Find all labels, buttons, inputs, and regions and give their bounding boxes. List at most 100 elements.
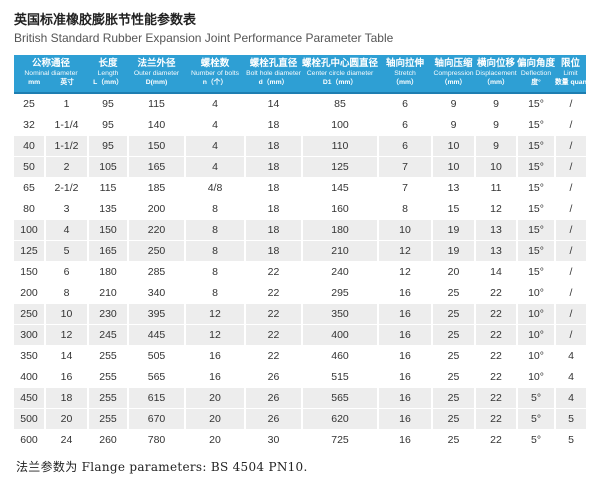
table-cell: 460 <box>302 345 380 367</box>
column-header-en: Deflection <box>520 70 552 78</box>
table-cell: 670 <box>128 408 187 430</box>
column-header-unit: （mm） <box>483 79 509 87</box>
table-cell: 245 <box>88 324 130 346</box>
table-cell: 18 <box>245 177 304 199</box>
table-cell: 5 <box>555 429 587 451</box>
table-cell: 26 <box>245 366 304 388</box>
table-cell: 255 <box>88 345 130 367</box>
table-cell: 40 <box>14 135 46 157</box>
table-cell: 25 <box>432 282 477 304</box>
table-cell: / <box>555 219 587 241</box>
table-cell: 400 <box>14 366 46 388</box>
table-cell: 4 <box>185 135 247 157</box>
column-header: 长度 Length L（mm） <box>88 55 129 95</box>
table-cell: 16 <box>378 324 434 346</box>
table-cell: 125 <box>302 156 380 178</box>
table-cell: 25 <box>14 93 46 115</box>
table-cell: 180 <box>302 219 380 241</box>
table-cell: 18 <box>245 156 304 178</box>
table-cell: 95 <box>88 135 130 157</box>
page-title-zh: 英国标准橡胶膨胀节性能参数表 <box>14 12 197 27</box>
table-cell: 12 <box>185 324 247 346</box>
column-header-en: Length <box>97 70 119 78</box>
table-cell: 260 <box>88 429 130 451</box>
table-cell: 255 <box>88 387 130 409</box>
table-cell: 15° <box>517 156 557 178</box>
table-cell: 16 <box>378 282 434 304</box>
table-cell: 115 <box>88 177 130 199</box>
column-header-unit: 度° <box>531 79 541 87</box>
table-cell: 240 <box>302 261 380 283</box>
table-cell: 5 <box>45 240 90 262</box>
table-cell: 22 <box>475 429 519 451</box>
column-header-unit: L（mm） <box>93 79 123 87</box>
table-cell: / <box>555 93 587 115</box>
table-cell: 22 <box>245 345 304 367</box>
table-cell: 615 <box>128 387 187 409</box>
table-cell: 295 <box>302 282 380 304</box>
table-cell: 2 <box>45 156 90 178</box>
table-cell: 6 <box>378 93 434 115</box>
table-cell: 185 <box>128 177 187 199</box>
table-cell: 255 <box>88 408 130 430</box>
table-cell: 14 <box>245 93 304 115</box>
table-cell: 350 <box>14 345 46 367</box>
table-row: 300 12 245 445 12 22 400 16 25 22 10° / <box>14 324 587 346</box>
table-cell: 16 <box>378 387 434 409</box>
table-cell: 5 <box>555 408 587 430</box>
table-cell: 200 <box>14 282 46 304</box>
table-cell: 15° <box>517 135 557 157</box>
column-header-unit: 英寸 <box>60 79 74 87</box>
table-cell: 12 <box>378 261 434 283</box>
table-cell: 8 <box>378 198 434 220</box>
column-header-zh: 螺栓数 <box>200 58 230 70</box>
column-header-en: Number of bolts <box>191 70 239 78</box>
column-header: 限位 Limit 数量 quantity <box>555 55 597 95</box>
table-cell: 20 <box>185 387 247 409</box>
table-cell: 515 <box>302 366 380 388</box>
table-row: 25 1 95 115 4 14 85 6 9 9 15° / <box>14 93 587 115</box>
table-cell: 12 <box>378 240 434 262</box>
column-header-unit: （mm） <box>392 79 418 87</box>
table-cell: 125 <box>14 240 46 262</box>
table-cell: 22 <box>475 387 519 409</box>
table-cell: 10° <box>517 345 557 367</box>
table-cell: 25 <box>432 345 477 367</box>
table-cell: 2-1/2 <box>45 177 90 199</box>
table-cell: 16 <box>185 366 247 388</box>
table-cell: 600 <box>14 429 46 451</box>
table-cell: 9 <box>475 135 519 157</box>
column-header-zh: 螺栓孔中心圆直径 <box>302 58 379 70</box>
table-cell: 100 <box>302 114 380 136</box>
table-cell: 16 <box>45 366 90 388</box>
table-cell: / <box>555 303 587 325</box>
table-cell: 110 <box>302 135 380 157</box>
table-cell: 780 <box>128 429 187 451</box>
table-cell: 20 <box>185 408 247 430</box>
table-cell: 10° <box>517 303 557 325</box>
table-cell: 10 <box>432 156 477 178</box>
table-row: 50 2 105 165 4 18 125 7 10 10 15° / <box>14 156 587 178</box>
table-cell: 20 <box>185 429 247 451</box>
column-header-en: Outer diameter <box>133 70 180 78</box>
table-cell: 85 <box>302 93 380 115</box>
table-row: 450 18 255 615 20 26 565 16 25 22 5° 4 <box>14 387 587 409</box>
table-cell: 15° <box>517 93 557 115</box>
table-cell: 22 <box>475 324 519 346</box>
table-row: 65 2-1/2 115 185 4/8 18 145 7 13 11 15° / <box>14 177 587 199</box>
table-cell: 180 <box>88 261 130 283</box>
table-cell: 18 <box>245 198 304 220</box>
table-cell: / <box>555 324 587 346</box>
column-header-en: Displacement <box>475 70 517 78</box>
column-header-en: Center circle diameter <box>306 70 374 78</box>
column-header: 轴向压缩 Compression （mm） <box>432 55 476 95</box>
table-cell: 4 <box>185 93 247 115</box>
table-cell: 10° <box>517 366 557 388</box>
table-cell: 10° <box>517 282 557 304</box>
table-cell: 8 <box>45 282 90 304</box>
table-cell: 15° <box>517 198 557 220</box>
table-cell: 14 <box>475 261 519 283</box>
table-cell: 95 <box>88 114 130 136</box>
column-header-zh: 法兰外径 <box>137 58 176 70</box>
